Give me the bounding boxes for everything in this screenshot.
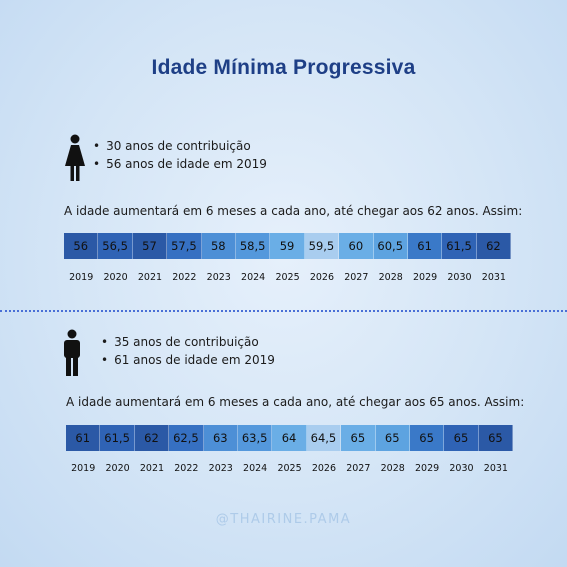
age-cell: 61: [66, 425, 101, 451]
age-cell: 65: [409, 425, 445, 451]
year-label: 2020: [103, 272, 128, 283]
year-label: 2019: [71, 463, 96, 474]
year-label: 2019: [69, 272, 94, 283]
woman-icon: [64, 134, 86, 182]
age-cell: 57,5: [167, 233, 202, 259]
year-label: 2029: [413, 272, 438, 283]
year-label: 2031: [481, 272, 506, 283]
bullet-item: 30 anos de contribuição: [93, 137, 267, 155]
year-label: 2029: [415, 463, 440, 474]
bullet-item: 56 anos de idade em 2019: [93, 155, 267, 173]
age-cell: 65: [341, 425, 376, 451]
age-cell: 62: [476, 233, 512, 259]
year-label: 2025: [275, 272, 300, 283]
age-cell: 61,5: [442, 233, 477, 259]
year-label: 2031: [483, 463, 508, 474]
year-label: 2021: [139, 463, 165, 474]
age-cell: 60: [339, 233, 374, 259]
age-cell: 64,5: [306, 425, 342, 451]
year-label: 2022: [174, 463, 199, 474]
year-label: 2022: [172, 272, 197, 283]
man-icon: [63, 329, 81, 377]
age-cell: 64: [272, 425, 307, 451]
age-cell: 63,5: [237, 425, 273, 451]
year-label: 2026: [311, 463, 337, 474]
year-label: 2027: [346, 463, 371, 474]
section-1-age-bar: 56 56,5 57 57,5 58 58,5 59 59,5 60 60,5 61 61,5 62: [64, 233, 512, 259]
age-cell: 56,5: [98, 233, 133, 259]
age-cell: 58,5: [235, 233, 271, 259]
section-1-sentence: A idade aumentará em 6 meses a cada ano,…: [64, 204, 523, 218]
age-cell: 59,5: [304, 233, 340, 259]
age-cell: 65: [375, 425, 410, 451]
section-1-bullets: 30 anos de contribuição 56 anos de idade…: [93, 137, 267, 173]
section-2-sentence: A idade aumentará em 6 meses a cada ano,…: [66, 395, 525, 409]
age-cell: 57: [132, 233, 168, 259]
year-label: 2028: [380, 463, 405, 474]
bullet-item: 35 anos de contribuição: [101, 333, 275, 351]
year-label: 2027: [344, 272, 369, 283]
age-cell: 61,5: [100, 425, 135, 451]
section-2-age-bar: 61 61,5 62 62,5 63 63,5 64 64,5 65 65 65 65 65: [66, 425, 514, 451]
dotted-divider: [0, 310, 567, 312]
year-label: 2028: [378, 272, 403, 283]
year-label: 2026: [309, 272, 335, 283]
section-2-years: 2019 2020 2021 2022 2023 2024 2025 2026 2027 2028…: [66, 463, 513, 474]
section-2-bullets: 35 anos de contribuição 61 anos de idade…: [101, 333, 275, 369]
year-label: 2024: [241, 272, 266, 283]
age-cell: 62: [134, 425, 170, 451]
age-cell: 65: [444, 425, 479, 451]
age-cell: 56: [64, 233, 99, 259]
year-label: 2030: [447, 272, 472, 283]
year-label: 2030: [449, 463, 474, 474]
age-cell: 58: [201, 233, 236, 259]
bullet-item: 61 anos de idade em 2019: [101, 351, 275, 369]
year-label: 2025: [277, 463, 302, 474]
age-cell: 62,5: [169, 425, 204, 451]
year-label: 2023: [208, 463, 233, 474]
age-cell: 61: [407, 233, 443, 259]
age-cell: 60,5: [373, 233, 408, 259]
footer-handle: @THAIRINE.PAMA: [215, 512, 352, 527]
year-label: 2024: [243, 463, 268, 474]
year-label: 2023: [206, 272, 231, 283]
age-cell: 63: [203, 425, 238, 451]
year-label: 2021: [137, 272, 163, 283]
age-cell: 59: [270, 233, 305, 259]
section-1-years: 2019 2020 2021 2022 2023 2024 2025 2026 2027 2028…: [64, 272, 511, 283]
page-title: Idade Mínima Progressiva: [151, 56, 416, 79]
year-label: 2020: [105, 463, 130, 474]
age-cell: 65: [478, 425, 514, 451]
